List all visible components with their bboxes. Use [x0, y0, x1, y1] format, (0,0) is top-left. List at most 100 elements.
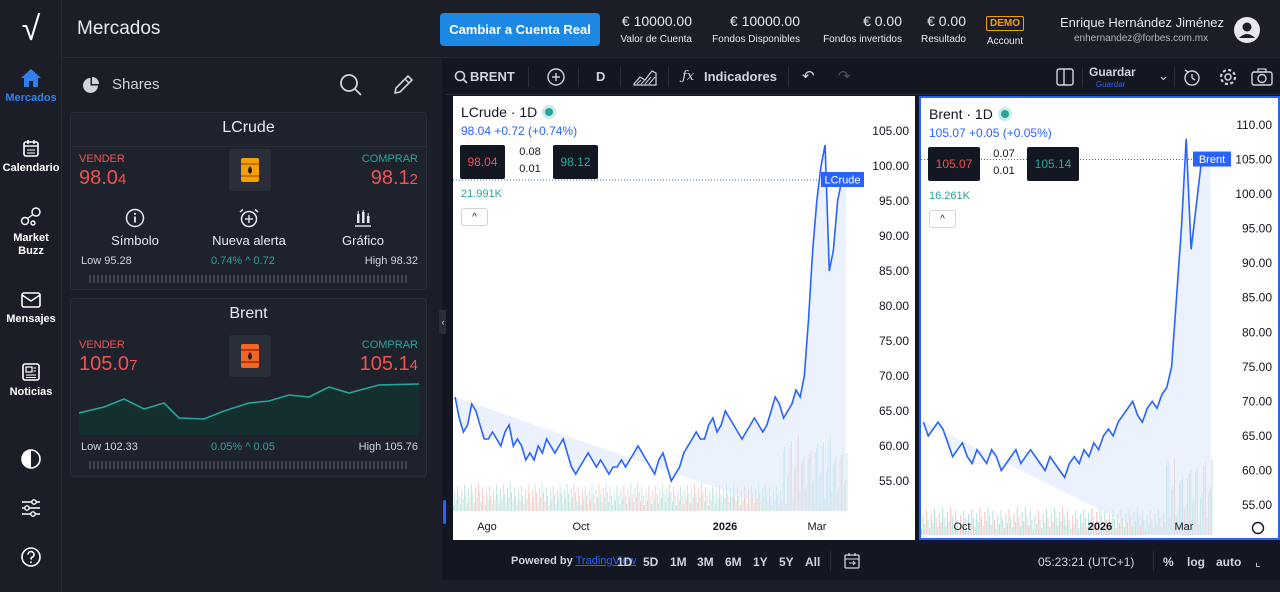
range-5y[interactable]: 5Y	[779, 555, 794, 569]
market-card-brent[interactable]: Brent VENDER 105.07 COMPRAR 105.14 Low 1…	[70, 298, 427, 477]
chart-panel-brent[interactable]: 110.00 105.00 100.00 95.00 90.00 85.00 80.00 75…	[919, 96, 1280, 540]
range-1y[interactable]: 1Y	[753, 555, 768, 569]
volume-bar	[737, 487, 738, 511]
log-scale-toggle[interactable]: log	[1187, 555, 1205, 569]
edit-icon[interactable]	[391, 73, 415, 97]
volume-bar	[1034, 515, 1036, 535]
chart-clock[interactable]: 05:23:21 (UTC+1)	[1038, 555, 1135, 569]
x-tick-label: Oct	[572, 521, 589, 533]
top-bar: Mercados Cambiar a Cuenta Real € 10000.0…	[62, 0, 1280, 58]
fullscreen-icon[interactable]: ⌞	[1255, 555, 1261, 569]
price-chart-lcrude[interactable]: 105.00 100.00 95.00 90.00 85.00 80.00 75.00 70.…	[453, 96, 915, 540]
volume-bar	[619, 504, 621, 511]
market-card-lcrude[interactable]: LCrude VENDER 98.04 COMPRAR 98.12 Símbol…	[70, 112, 427, 290]
volume-bar	[569, 502, 571, 511]
volume-bar	[1050, 513, 1052, 535]
range-3m[interactable]: 3M	[697, 555, 714, 569]
buy-price[interactable]: 105.14	[360, 353, 418, 376]
chart-panel-lcrude[interactable]: 105.00 100.00 95.00 90.00 85.00 80.00 75.00 70.…	[453, 96, 915, 540]
search-icon[interactable]	[339, 73, 363, 97]
chart-buy-button[interactable]: 98.12	[553, 145, 598, 179]
range-6m[interactable]: 6M	[725, 555, 742, 569]
volume-bar	[966, 528, 968, 535]
day-change-abs: 0.05	[253, 441, 275, 453]
redo-icon[interactable]: ↷	[838, 68, 851, 85]
volume-bar	[1122, 518, 1124, 535]
volume-bar	[688, 494, 690, 511]
volume-bar	[500, 489, 501, 511]
help-button[interactable]	[0, 546, 62, 568]
symbol-info-button[interactable]: Símbolo	[85, 208, 185, 248]
compare-add-icon[interactable]	[546, 67, 566, 87]
user-avatar-icon[interactable]	[1234, 17, 1260, 43]
x-tick-label: Oct	[953, 521, 970, 533]
volume-bar	[534, 484, 536, 511]
volume-bar	[994, 520, 996, 535]
chart-button[interactable]: Gráfico	[313, 208, 413, 248]
auto-scale-toggle[interactable]: auto	[1216, 555, 1242, 569]
settings-sliders[interactable]	[0, 497, 62, 519]
volume-bar	[1031, 520, 1033, 535]
nav-calendario[interactable]: Calendario	[0, 138, 62, 175]
volume-bar	[501, 498, 503, 511]
volume-bar	[623, 485, 625, 511]
indicators-button[interactable]: Indicadores	[704, 69, 777, 84]
chevron-down-icon[interactable]: ⌄	[1158, 68, 1169, 83]
volume-bar	[752, 494, 754, 511]
range-1d[interactable]: 1D	[617, 555, 633, 569]
camera-icon[interactable]	[1251, 68, 1273, 86]
legend-collapse-button[interactable]: ^	[461, 208, 488, 226]
volume-bar	[979, 508, 981, 535]
collapse-panel-handle[interactable]: ‹	[439, 310, 447, 334]
date-range-icon[interactable]	[843, 552, 861, 570]
price-chart-brent[interactable]: 110.00 105.00 100.00 95.00 90.00 85.00 80.00 75…	[921, 98, 1278, 538]
nav-mercados[interactable]: Mercados	[0, 68, 62, 105]
nav-noticias[interactable]: Noticias	[0, 362, 62, 399]
volume-bar	[554, 495, 555, 511]
symbol-search[interactable]: BRENT	[470, 69, 515, 84]
range-1m[interactable]: 1M	[670, 555, 687, 569]
volume-bar	[631, 493, 633, 511]
volume-bar	[741, 491, 743, 511]
day-change-pct: 0.05%	[211, 441, 243, 453]
sell-price[interactable]: 98.04	[79, 167, 126, 190]
legend-collapse-button[interactable]: ^	[929, 210, 956, 228]
chart-type-icon[interactable]	[633, 68, 657, 86]
switch-real-account-button[interactable]: Cambiar a Cuenta Real	[440, 13, 600, 46]
layout-icon[interactable]	[1056, 68, 1074, 86]
shares-tab[interactable]: Shares	[112, 76, 160, 93]
y-tick-label: 90.00	[879, 229, 909, 243]
alert-clock-icon[interactable]	[1182, 67, 1202, 87]
range-all[interactable]: All	[805, 555, 821, 569]
tradingview-link[interactable]: TradingView	[575, 555, 637, 567]
undo-icon[interactable]: ↶	[802, 68, 815, 85]
volume-bar	[584, 486, 586, 511]
percent-scale-toggle[interactable]: %	[1163, 555, 1174, 569]
save-sublabel: Guardar	[1096, 80, 1126, 89]
interval-button[interactable]: D	[596, 69, 606, 84]
volume-bar	[1211, 460, 1213, 535]
chart-title: Brent · 1D	[929, 106, 1009, 122]
chart-settings-icon[interactable]	[1251, 521, 1265, 535]
volume-bar	[644, 505, 646, 511]
chart-sell-button[interactable]: 98.04	[460, 145, 505, 179]
chart-sell-button[interactable]: 105.07	[928, 147, 980, 181]
sell-price[interactable]: 105.07	[79, 353, 137, 376]
chart-buy-button[interactable]: 105.14	[1027, 147, 1079, 181]
volume-bar	[684, 490, 686, 511]
new-alert-button[interactable]: Nueva alerta	[199, 208, 299, 248]
brand-logo[interactable]: √	[21, 9, 41, 48]
powered-by: Powered by TradingView	[511, 555, 636, 567]
volume-bar	[1018, 517, 1020, 535]
left-rail: √ Mercados Calendario Market Buzz Mensaj…	[0, 0, 62, 592]
theme-toggle[interactable]	[0, 448, 62, 470]
buy-price[interactable]: 98.12	[371, 167, 418, 190]
nav-mensajes[interactable]: Mensajes	[0, 291, 62, 326]
gear-icon[interactable]	[1218, 67, 1238, 87]
volume-bar	[1045, 509, 1047, 535]
save-button[interactable]: Guardar	[1089, 65, 1136, 79]
nav-market-buzz[interactable]: Market Buzz	[0, 206, 62, 258]
range-5d[interactable]: 5D	[643, 555, 659, 569]
volume-bar	[581, 491, 583, 511]
volume-bar	[924, 524, 926, 535]
